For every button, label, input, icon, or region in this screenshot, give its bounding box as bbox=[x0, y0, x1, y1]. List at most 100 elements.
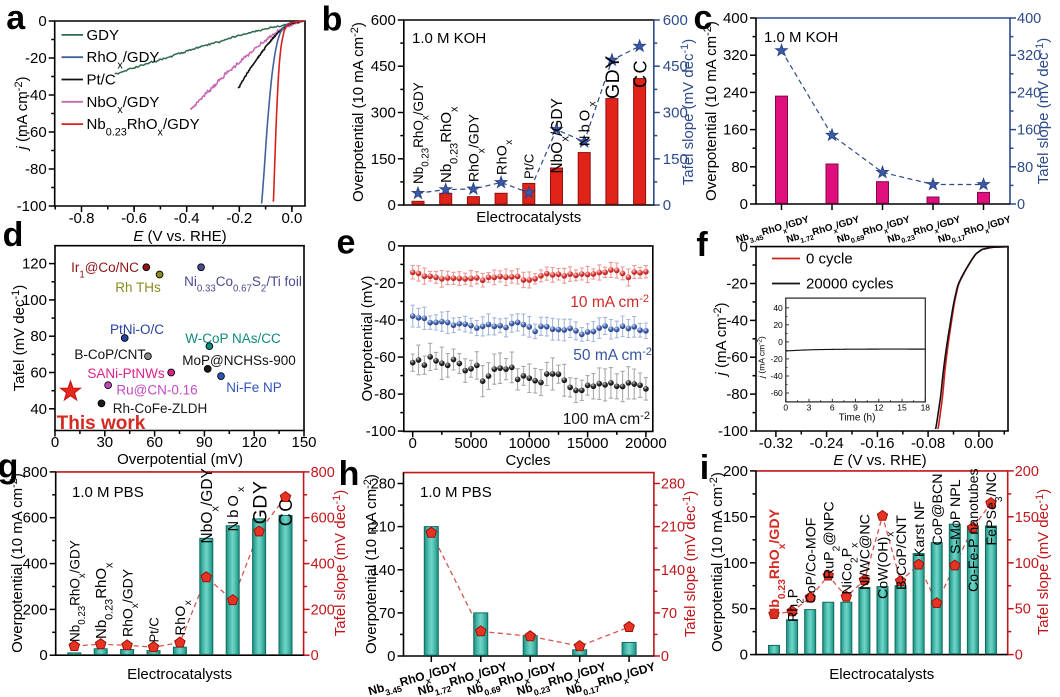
svg-text:280: 280 bbox=[661, 477, 685, 493]
svg-text:Tafel slope (mV dec-1​): Tafel slope (mV dec-1​) bbox=[681, 491, 699, 638]
svg-text:40: 40 bbox=[773, 303, 783, 313]
svg-text:15000: 15000 bbox=[567, 435, 609, 452]
svg-text:NiCo2​Px​: NiCo2​Px​ bbox=[840, 543, 861, 595]
svg-text:-0.16: -0.16 bbox=[860, 435, 894, 452]
svg-text:MoP@NCHSs-900: MoP@NCHSs-900 bbox=[182, 353, 295, 368]
svg-text:-20: -20 bbox=[771, 354, 784, 364]
svg-text:20000 cycles: 20000 cycles bbox=[806, 276, 894, 293]
svg-text:Ni-Fe NP: Ni-Fe NP bbox=[226, 380, 282, 395]
svg-text:j (mA cm-2​): j (mA cm-2​) bbox=[712, 302, 730, 377]
svg-text:Tafel (mV dec-1​): Tafel (mV dec-1​) bbox=[10, 285, 28, 391]
svg-text:Electrocatalysts: Electrocatalysts bbox=[476, 209, 581, 226]
svg-text:CC: CC bbox=[630, 59, 650, 88]
svg-text:Tafel slope (mV dec-1​): Tafel slope (mV dec-1​) bbox=[331, 490, 349, 637]
svg-text:-0.4: -0.4 bbox=[174, 210, 200, 227]
svg-text:0: 0 bbox=[740, 647, 748, 664]
svg-text:70: 70 bbox=[661, 606, 677, 622]
svg-text:j (mA cm-2​): j (mA cm-2​) bbox=[13, 76, 31, 151]
svg-text:210: 210 bbox=[661, 520, 685, 536]
svg-text:6: 6 bbox=[830, 402, 835, 412]
svg-text:600: 600 bbox=[371, 12, 396, 29]
svg-text:Karst NF: Karst NF bbox=[912, 501, 928, 557]
svg-text:B-CoP/CNT: B-CoP/CNT bbox=[894, 515, 910, 590]
svg-text:0: 0 bbox=[740, 196, 748, 213]
svg-text:Overpotential (10 mA cm-2​): Overpotential (10 mA cm-2​) bbox=[362, 474, 380, 654]
svg-text:30: 30 bbox=[96, 434, 113, 451]
svg-text:-40: -40 bbox=[771, 371, 784, 381]
svg-text:200: 200 bbox=[311, 602, 335, 618]
svg-text:GDY: GDY bbox=[602, 55, 624, 99]
svg-text:90: 90 bbox=[196, 434, 213, 451]
svg-text:0: 0 bbox=[1015, 648, 1023, 664]
svg-text:E (V vs. RHE): E (V vs. RHE) bbox=[133, 228, 226, 245]
svg-text:Rh2​P: Rh2​P bbox=[785, 589, 806, 622]
svg-text:Pt/C: Pt/C bbox=[146, 617, 161, 642]
svg-text:-20: -20 bbox=[374, 275, 396, 292]
svg-text:150: 150 bbox=[663, 151, 688, 168]
svg-text:18: 18 bbox=[921, 402, 931, 412]
svg-text:-60: -60 bbox=[726, 349, 748, 366]
svg-text:Ni/WC@NC: Ni/WC@NC bbox=[858, 514, 874, 590]
svg-text:100 mA cm-2: 100 mA cm-2 bbox=[563, 410, 650, 428]
svg-text:9: 9 bbox=[853, 402, 858, 412]
svg-text:S-MoP NPL: S-MoP NPL bbox=[948, 479, 964, 554]
svg-text:e: e bbox=[337, 224, 356, 262]
svg-text:SANi-PtNWs: SANi-PtNWs bbox=[87, 366, 164, 381]
svg-text:150: 150 bbox=[291, 434, 316, 451]
svg-text:0: 0 bbox=[311, 648, 319, 664]
svg-text:160: 160 bbox=[1017, 123, 1041, 139]
svg-text:-0.6: -0.6 bbox=[121, 210, 147, 227]
svg-text:NbOx​: NbOx​ bbox=[226, 484, 247, 532]
svg-text:60: 60 bbox=[146, 434, 163, 451]
svg-text:150: 150 bbox=[723, 509, 748, 526]
svg-text:400: 400 bbox=[311, 557, 335, 573]
svg-text:NbOx​/GDY: NbOx​/GDY bbox=[199, 468, 222, 543]
svg-text:20: 20 bbox=[773, 320, 783, 330]
svg-text:0.0: 0.0 bbox=[281, 210, 302, 227]
svg-text:0: 0 bbox=[778, 337, 783, 347]
svg-text:Time (h): Time (h) bbox=[839, 413, 876, 424]
svg-text:300: 300 bbox=[371, 105, 396, 122]
svg-text:60: 60 bbox=[30, 365, 47, 382]
svg-text:0: 0 bbox=[38, 13, 46, 30]
svg-text:-60: -60 bbox=[771, 388, 784, 398]
svg-text:200: 200 bbox=[23, 601, 48, 618]
svg-text:This work: This work bbox=[57, 413, 146, 434]
svg-text:210: 210 bbox=[370, 519, 395, 536]
svg-text:B-CoP/CNT: B-CoP/CNT bbox=[74, 347, 145, 362]
svg-text:400: 400 bbox=[723, 10, 748, 27]
svg-text:80: 80 bbox=[1017, 160, 1033, 176]
svg-text:100: 100 bbox=[723, 555, 748, 572]
svg-text:CoP/Co-MOF: CoP/Co-MOF bbox=[803, 517, 819, 603]
svg-text:50: 50 bbox=[1015, 602, 1031, 618]
svg-text:80: 80 bbox=[731, 159, 748, 176]
svg-text:-0.24: -0.24 bbox=[809, 435, 843, 452]
svg-text:-100: -100 bbox=[366, 423, 396, 440]
svg-text:800: 800 bbox=[23, 464, 48, 481]
svg-text:Overpotential (10 mA cm-2​): Overpotential (10 mA cm-2​) bbox=[708, 472, 726, 652]
svg-text:400: 400 bbox=[23, 556, 48, 573]
svg-text:Rh THs: Rh THs bbox=[115, 280, 161, 295]
svg-text:80: 80 bbox=[30, 328, 47, 345]
svg-text:Cycles: Cycles bbox=[505, 452, 550, 469]
svg-text:CC: CC bbox=[276, 497, 296, 526]
svg-text:Tafel slope (mV dec-1​): Tafel slope (mV dec-1​) bbox=[679, 39, 697, 186]
svg-text:320: 320 bbox=[723, 47, 748, 64]
svg-text:h: h bbox=[339, 455, 360, 493]
svg-text:Ru@CN-0.16: Ru@CN-0.16 bbox=[116, 383, 197, 398]
svg-text:GDY: GDY bbox=[87, 27, 120, 44]
svg-text:0: 0 bbox=[1017, 197, 1025, 213]
svg-text:0: 0 bbox=[39, 647, 47, 664]
svg-text:-40: -40 bbox=[726, 312, 748, 329]
svg-text:0: 0 bbox=[783, 402, 788, 412]
svg-text:CoW(OH)x​: CoW(OH)x​ bbox=[876, 532, 897, 599]
svg-text:600: 600 bbox=[23, 510, 48, 527]
svg-text:NbOx​: NbOx​ bbox=[578, 98, 599, 146]
svg-text:0: 0 bbox=[740, 239, 748, 256]
svg-text:NbOx​/GDY: NbOx​/GDY bbox=[87, 94, 160, 116]
svg-text:0: 0 bbox=[387, 197, 395, 214]
svg-text:-80: -80 bbox=[25, 161, 47, 178]
svg-text:-100: -100 bbox=[718, 423, 748, 440]
svg-text:0.00: 0.00 bbox=[964, 435, 993, 452]
svg-text:g: g bbox=[0, 448, 18, 486]
